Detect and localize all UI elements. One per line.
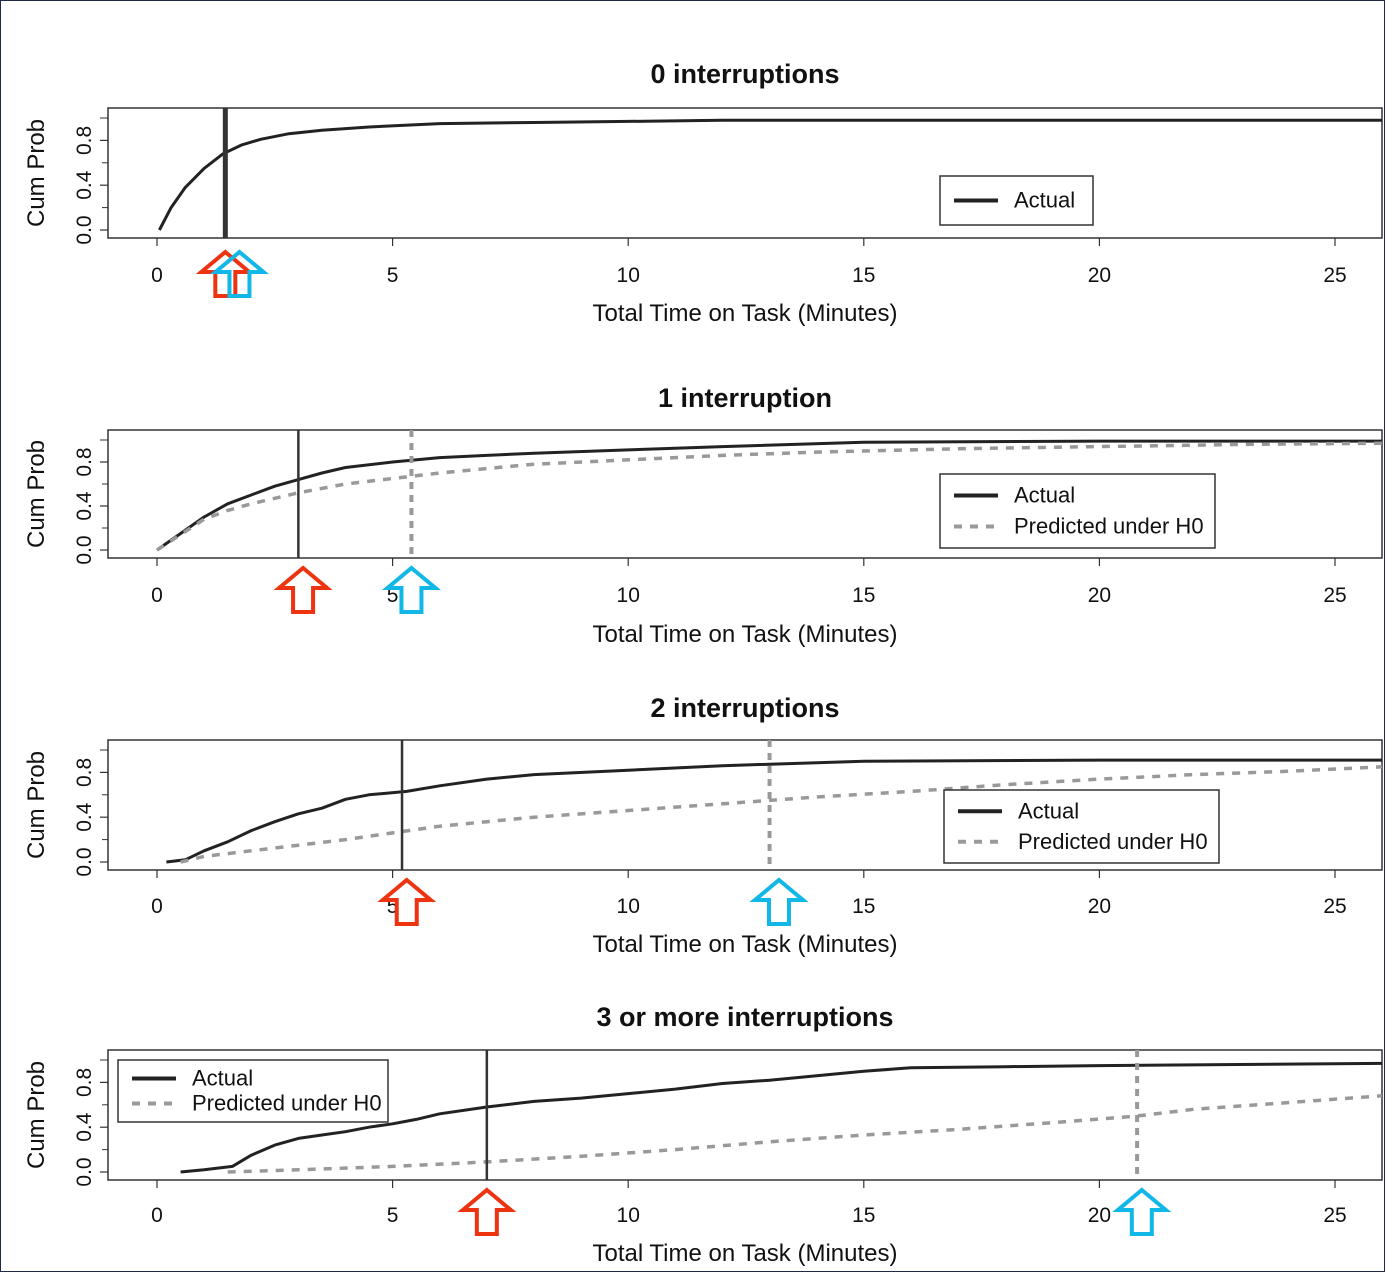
legend-box xyxy=(943,789,1220,864)
y-axis-label: Cum Prob xyxy=(23,1061,50,1169)
legend-label: Predicted under H0 xyxy=(192,1091,382,1116)
x-axis-label: Total Time on Task (Minutes) xyxy=(592,621,897,648)
x-tick-label: 10 xyxy=(617,584,640,607)
x-tick-label: 20 xyxy=(1088,1204,1111,1227)
series-line-predicted xyxy=(156,441,1383,552)
x-tick-label: 25 xyxy=(1323,584,1346,607)
y-tick-label: 0.8 xyxy=(73,1068,96,1097)
y-tick-label: 0.0 xyxy=(73,1157,96,1186)
x-tick-label: 0 xyxy=(151,895,163,918)
chart-title: 0 interruptions xyxy=(650,59,839,89)
x-tick-label: 25 xyxy=(1323,264,1346,287)
x-axis-label: Total Time on Task (Minutes) xyxy=(592,1240,897,1267)
blue-arrow-marker xyxy=(1112,1187,1172,1236)
legend-label: Actual xyxy=(1018,798,1079,823)
x-tick-label: 20 xyxy=(1088,584,1111,607)
legend-label: Predicted under H0 xyxy=(1014,514,1204,539)
x-tick-label: 5 xyxy=(387,1204,399,1227)
red-arrow-marker xyxy=(273,565,333,614)
legend: Actual xyxy=(939,175,1094,226)
x-tick-label: 0 xyxy=(151,584,163,607)
chart-panel: 0 interruptions 0 5 10 15 20 25 0.0 0.4 0.8 Cum Pr… xyxy=(23,59,1383,327)
legend-label: Actual xyxy=(1014,483,1075,508)
y-tick-label: 0.4 xyxy=(73,170,96,200)
y-tick-label: 0.4 xyxy=(73,802,96,832)
series-line-predicted xyxy=(227,1094,1383,1174)
x-tick-label: 20 xyxy=(1088,264,1111,287)
red-arrow-marker xyxy=(377,877,437,926)
x-tick-label: 15 xyxy=(852,895,875,918)
y-axis-label: Cum Prob xyxy=(23,440,50,548)
y-tick-label: 0.8 xyxy=(73,447,96,476)
chart-panel: 2 interruptions 0 5 10 15 20 25 0.0 0.4 0.8 Cum Pr… xyxy=(23,693,1383,958)
red-arrow-marker xyxy=(457,1187,517,1236)
blue-arrow-marker xyxy=(749,877,809,926)
x-tick-label: 15 xyxy=(852,264,875,287)
x-tick-label: 10 xyxy=(617,895,640,918)
series-line-actual xyxy=(166,758,1382,864)
chart-title: 1 interruption xyxy=(658,383,832,413)
plot-area xyxy=(107,429,1383,559)
x-tick-label: 20 xyxy=(1088,895,1111,918)
x-tick-label: 10 xyxy=(617,264,640,287)
plot-area xyxy=(107,107,1383,239)
y-tick-label: 0.8 xyxy=(73,126,96,155)
x-axis-label: Total Time on Task (Minutes) xyxy=(592,931,897,958)
y-tick-label: 0.0 xyxy=(73,215,96,244)
x-tick-label: 5 xyxy=(387,584,399,607)
x-tick-label: 25 xyxy=(1323,895,1346,918)
series-line-actual xyxy=(158,118,1382,231)
y-tick-label: 0.0 xyxy=(73,847,96,876)
chart-panel: 3 or more interruptions 0 5 10 15 20 25 0.0 0.4 0… xyxy=(23,1002,1383,1267)
legend-label: Actual xyxy=(192,1066,253,1091)
x-axis-label: Total Time on Task (Minutes) xyxy=(592,300,897,327)
blue-arrow-marker xyxy=(209,249,269,298)
legend-box xyxy=(939,473,1216,549)
series-line-actual xyxy=(156,439,1382,552)
y-tick-label: 0.4 xyxy=(73,491,96,521)
plot-area xyxy=(107,1049,1383,1181)
legend-label: Actual xyxy=(1014,188,1075,213)
x-tick-label: 5 xyxy=(387,264,399,287)
plot-area xyxy=(107,739,1383,871)
x-tick-label: 25 xyxy=(1323,1204,1346,1227)
y-tick-label: 0.0 xyxy=(73,535,96,564)
x-tick-label: 15 xyxy=(852,1204,875,1227)
legend: Actual Predicted under H0 xyxy=(939,473,1216,549)
legend-label: Predicted under H0 xyxy=(1018,829,1208,854)
legend-box xyxy=(117,1059,389,1123)
legend: Actual Predicted under H0 xyxy=(943,789,1220,864)
blue-arrow-marker xyxy=(381,565,441,614)
chart-title: 3 or more interruptions xyxy=(596,1002,893,1032)
x-tick-label: 5 xyxy=(387,895,399,918)
red-arrow-marker xyxy=(195,249,255,298)
x-tick-label: 0 xyxy=(151,264,163,287)
y-axis-label: Cum Prob xyxy=(23,751,50,859)
y-tick-label: 0.4 xyxy=(73,1112,96,1142)
chart-panel: 1 interruption 0 5 10 15 20 25 0.0 0.4 0.8 Cum Pro… xyxy=(23,383,1383,648)
x-tick-label: 10 xyxy=(617,1204,640,1227)
y-axis-label: Cum Prob xyxy=(23,119,50,227)
chart-title: 2 interruptions xyxy=(650,693,839,723)
series-line-predicted xyxy=(180,765,1383,864)
x-tick-label: 0 xyxy=(151,1204,163,1227)
x-tick-label: 15 xyxy=(852,584,875,607)
y-tick-label: 0.8 xyxy=(73,758,96,787)
